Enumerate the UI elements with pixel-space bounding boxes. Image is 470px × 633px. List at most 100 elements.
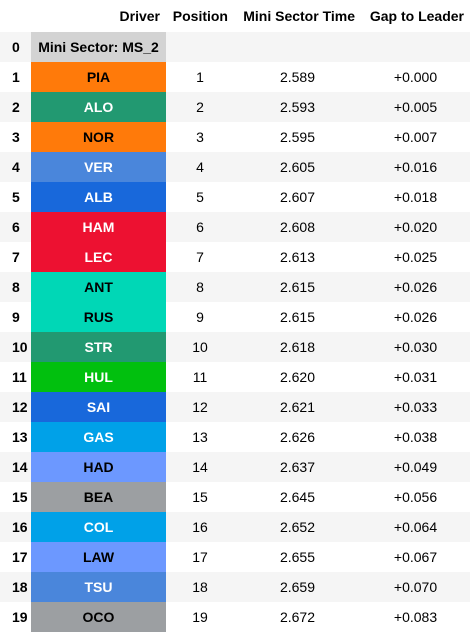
empty-cell: [234, 32, 361, 62]
table-row: 11 HUL 11 2.620 +0.031: [0, 362, 470, 392]
mini-sector-time-cell: 2.652: [279, 519, 316, 535]
position-cell: 15: [192, 489, 208, 505]
position-cell: 14: [192, 459, 208, 475]
header-position: Position: [172, 8, 228, 24]
position-cell: 4: [196, 159, 204, 175]
row-index: 9: [12, 309, 20, 325]
position-cell: 7: [196, 249, 204, 265]
mini-sector-time-cell: 2.607: [279, 189, 316, 205]
driver-cell: NOR: [31, 122, 166, 152]
position-cell: 19: [192, 609, 208, 625]
position-cell: 10: [192, 339, 208, 355]
position-cell: 8: [196, 279, 204, 295]
row-index: 4: [12, 159, 20, 175]
header-driver: Driver: [119, 8, 160, 24]
gap-to-leader-cell: +0.025: [393, 249, 438, 265]
mini-sector-time-cell: 2.595: [279, 129, 316, 145]
mini-sector-time-cell: 2.637: [279, 459, 316, 475]
driver-cell: TSU: [31, 572, 166, 602]
gap-to-leader-cell: +0.005: [393, 99, 438, 115]
header-index: [0, 0, 31, 32]
driver-cell: STR: [31, 332, 166, 362]
table-row: 10 STR 10 2.618 +0.030: [0, 332, 470, 362]
sector-row: 0 Mini Sector: MS_2: [0, 32, 470, 62]
position-cell: 12: [192, 399, 208, 415]
table-row: 12 SAI 12 2.621 +0.033: [0, 392, 470, 422]
mini-sector-time-cell: 2.659: [279, 579, 316, 595]
driver-cell: SAI: [31, 392, 166, 422]
header-row: Driver Position Mini Sector Time Gap to …: [0, 0, 470, 32]
gap-to-leader-cell: +0.018: [393, 189, 438, 205]
mini-sector-time-cell: 2.618: [279, 339, 316, 355]
row-index: 8: [12, 279, 20, 295]
row-index: 3: [12, 129, 20, 145]
header-mini-sector-time: Mini Sector Time: [243, 8, 355, 24]
mini-sector-time-cell: 2.620: [279, 369, 316, 385]
table-row: 1 PIA 1 2.589 +0.000: [0, 62, 470, 92]
position-cell: 11: [192, 369, 208, 385]
row-index: 19: [12, 609, 28, 625]
header-gap-to-leader: Gap to Leader: [369, 8, 464, 24]
empty-cell: [166, 32, 234, 62]
driver-cell: LEC: [31, 242, 166, 272]
gap-to-leader-cell: +0.056: [393, 489, 438, 505]
row-index: 5: [12, 189, 20, 205]
row-index: 10: [12, 339, 28, 355]
row-index: 6: [12, 219, 20, 235]
driver-cell: COL: [31, 512, 166, 542]
row-index: 7: [12, 249, 20, 265]
driver-cell: ANT: [31, 272, 166, 302]
gap-to-leader-cell: +0.026: [393, 279, 438, 295]
mini-sector-time-cell: 2.605: [279, 159, 316, 175]
mini-sector-time-cell: 2.655: [279, 549, 316, 565]
driver-cell: RUS: [31, 302, 166, 332]
mini-sector-time-cell: 2.589: [279, 69, 316, 85]
row-index: 2: [12, 99, 20, 115]
driver-cell: VER: [31, 152, 166, 182]
row-index: 15: [12, 489, 28, 505]
position-cell: 17: [192, 549, 208, 565]
driver-cell: OCO: [31, 602, 166, 632]
row-index: 12: [12, 399, 28, 415]
table-row: 7 LEC 7 2.613 +0.025: [0, 242, 470, 272]
position-cell: 5: [196, 189, 204, 205]
position-cell: 13: [192, 429, 208, 445]
sector-label: Mini Sector: MS_2: [31, 32, 166, 62]
position-cell: 3: [196, 129, 204, 145]
position-cell: 9: [196, 309, 204, 325]
table-row: 6 HAM 6 2.608 +0.020: [0, 212, 470, 242]
gap-to-leader-cell: +0.033: [393, 399, 438, 415]
row-index: 18: [12, 579, 28, 595]
table-row: 14 HAD 14 2.637 +0.049: [0, 452, 470, 482]
gap-to-leader-cell: +0.020: [393, 219, 438, 235]
row-index: 16: [12, 519, 28, 535]
table-row: 16 COL 16 2.652 +0.064: [0, 512, 470, 542]
table-row: 3 NOR 3 2.595 +0.007: [0, 122, 470, 152]
gap-to-leader-cell: +0.007: [393, 129, 438, 145]
mini-sector-time-cell: 2.593: [279, 99, 316, 115]
driver-cell: BEA: [31, 482, 166, 512]
gap-to-leader-cell: +0.049: [393, 459, 438, 475]
table-row: 18 TSU 18 2.659 +0.070: [0, 572, 470, 602]
gap-to-leader-cell: +0.016: [393, 159, 438, 175]
table-row: 15 BEA 15 2.645 +0.056: [0, 482, 470, 512]
driver-cell: ALO: [31, 92, 166, 122]
position-cell: 16: [192, 519, 208, 535]
row-index: 11: [12, 369, 27, 385]
driver-cell: HAD: [31, 452, 166, 482]
row-index: 17: [12, 549, 28, 565]
gap-to-leader-cell: +0.031: [393, 369, 438, 385]
table-row: 4 VER 4 2.605 +0.016: [0, 152, 470, 182]
driver-cell: HUL: [31, 362, 166, 392]
table-row: 13 GAS 13 2.626 +0.038: [0, 422, 470, 452]
gap-to-leader-cell: +0.000: [393, 69, 438, 85]
gap-to-leader-cell: +0.026: [393, 309, 438, 325]
driver-cell: HAM: [31, 212, 166, 242]
table-row: 9 RUS 9 2.615 +0.026: [0, 302, 470, 332]
mini-sector-time-cell: 2.645: [279, 489, 316, 505]
mini-sector-time-cell: 2.608: [279, 219, 316, 235]
gap-to-leader-cell: +0.064: [393, 519, 438, 535]
table-row: 8 ANT 8 2.615 +0.026: [0, 272, 470, 302]
table-row: 5 ALB 5 2.607 +0.018: [0, 182, 470, 212]
mini-sector-time-cell: 2.615: [279, 309, 316, 325]
